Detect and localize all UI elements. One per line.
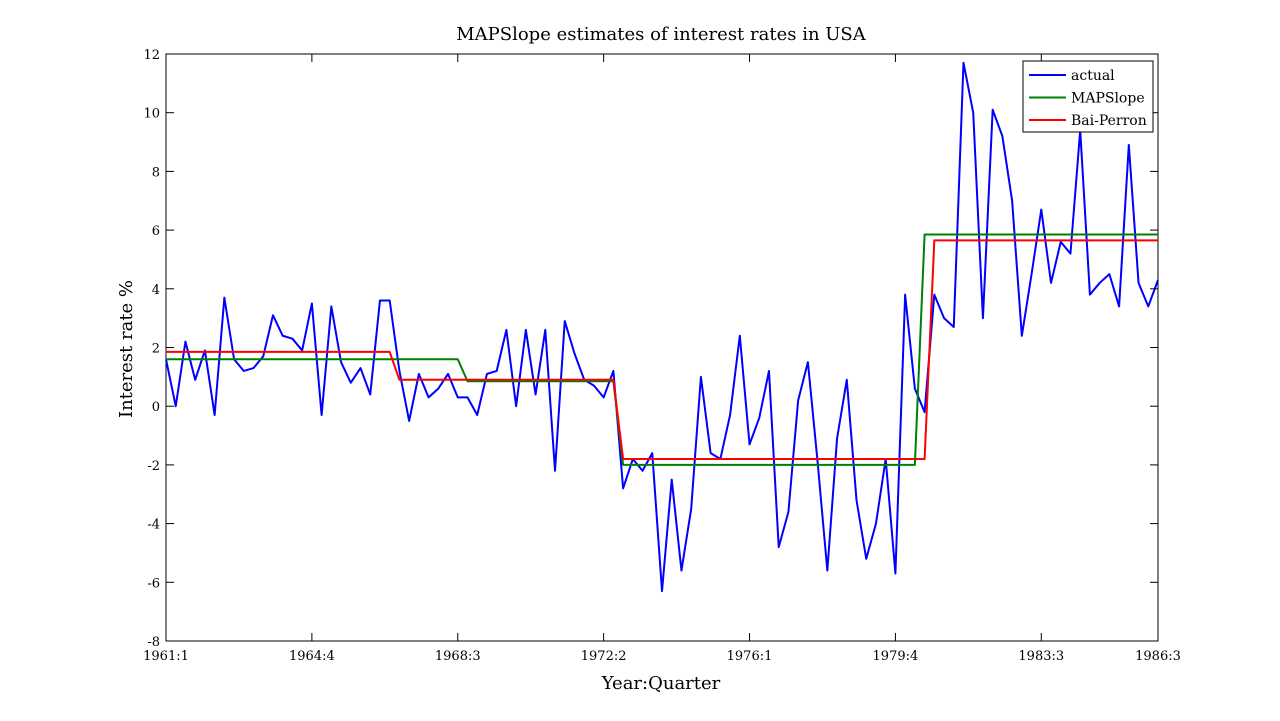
chart-title: MAPSlope estimates of interest rates in … [456,24,867,45]
plot-area: -8 -6 -4 -2 0 2 4 6 8 10 12 1961:1 1964:4 1968:3 1972:… [143,48,1181,664]
x-tick-label: 1961:1 [143,649,189,664]
x-tick-label: 1972:2 [581,649,627,664]
x-tick-label: 1964:4 [289,649,335,664]
y-tick-label: 6 [152,224,160,239]
y-tick-label: 2 [152,342,160,357]
y-tick-label: 10 [143,107,160,122]
x-tick-label: 1986:3 [1135,649,1181,664]
legend: actual MAPSlope Bai-Perron [1022,60,1154,133]
series-line-actual [165,61,1159,593]
legend-label: MAPSlope [1071,91,1145,107]
plot-frame [165,53,1159,642]
x-tick-label: 1976:1 [727,649,773,664]
x-axis-title: Year:Quarter [601,673,721,694]
tick-layer: -8 -6 -4 -2 0 2 4 6 8 10 12 1961:1 1964:4 1968:3 1972:… [143,48,1181,664]
y-tick-label: -2 [147,459,160,474]
legend-label: actual [1071,68,1115,84]
y-tick-label: 8 [152,165,160,180]
y-tick-label: 12 [143,48,160,63]
series-layer [165,61,1159,593]
y-axis-title: Interest rate % [116,280,137,418]
x-tick-label: 1979:4 [873,649,919,664]
series-line-bai-perron [166,239,1158,461]
y-tick-label: 0 [152,400,160,415]
x-tick-label: 1968:3 [435,649,481,664]
y-tick-label: 4 [152,283,160,298]
x-tick-label: 1983:3 [1018,649,1064,664]
series-line-mapslope [166,233,1158,466]
y-tick-label: -6 [147,576,160,591]
legend-label: Bai-Perron [1071,113,1147,129]
y-tick-label: -4 [147,518,160,533]
y-tick-label: -8 [147,635,160,650]
